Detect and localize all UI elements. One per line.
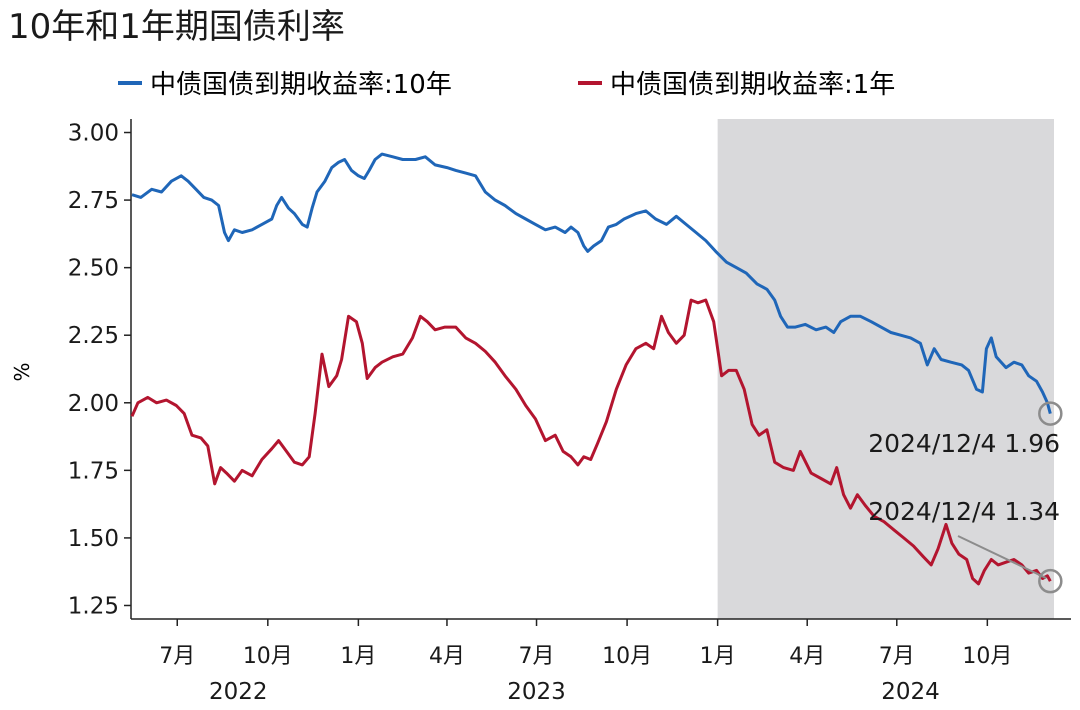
x-year-label: 2022 <box>209 679 268 705</box>
annotation-leader-1y <box>957 535 1047 580</box>
legend-label-1y: 中债国债到期收益率:1年 <box>610 70 895 100</box>
annotation-label-1y: 2024/12/4 1.34 <box>868 497 1060 526</box>
series-line-1y <box>130 298 1052 586</box>
y-tick-label: 2.50 <box>68 256 119 282</box>
legend: 中债国债到期收益率:10年 中债国债到期收益率:1年 <box>118 70 895 100</box>
y-axis-label: % <box>10 362 34 381</box>
y-tick-label: 1.25 <box>68 593 119 619</box>
chart-title: 10年和1年期国债利率 <box>8 7 345 47</box>
x-tick-label: 4月 <box>429 644 465 669</box>
annotation-marker-10y <box>1038 401 1063 426</box>
y-tick-label: 1.50 <box>68 526 119 552</box>
x-year-label: 2024 <box>881 679 940 705</box>
y-tick-label: 3.00 <box>68 121 119 147</box>
annotation-marker-1y <box>1038 568 1063 594</box>
x-tick-label: 4月 <box>789 644 825 669</box>
x-tick-label: 10月 <box>243 644 293 669</box>
x-tick-label: 10月 <box>602 644 652 669</box>
x-tick-label: 10月 <box>962 644 1012 669</box>
y-axis: 3.00 2.75 2.50 2.25 2.00 1.75 1.50 1.25 <box>68 119 132 619</box>
x-tick-label: 7月 <box>159 644 195 669</box>
y-tick-label: 2.00 <box>68 391 119 417</box>
annotation-label-10y: 2024/12/4 1.96 <box>868 429 1060 458</box>
legend-label-10y: 中债国债到期收益率:10年 <box>150 70 452 100</box>
x-axis: 7月 10月 1月 4月 7月 10月 1月 4月 7月 10月 2022 2023 2024 <box>131 618 1071 705</box>
x-year-label: 2023 <box>507 679 566 705</box>
y-tick-label: 2.25 <box>68 323 119 349</box>
x-tick-label: 7月 <box>879 644 915 669</box>
y-tick-label: 1.75 <box>68 458 119 484</box>
y-tick-label: 2.75 <box>68 188 119 214</box>
x-tick-label: 7月 <box>519 644 555 669</box>
annotations: 2024/12/4 1.96 2024/12/4 1.34 <box>868 401 1063 594</box>
shaded-region-2024 <box>717 119 1054 619</box>
x-tick-label: 1月 <box>340 644 376 669</box>
series-line-10y <box>131 152 1052 414</box>
x-tick-label: 1月 <box>700 644 736 669</box>
